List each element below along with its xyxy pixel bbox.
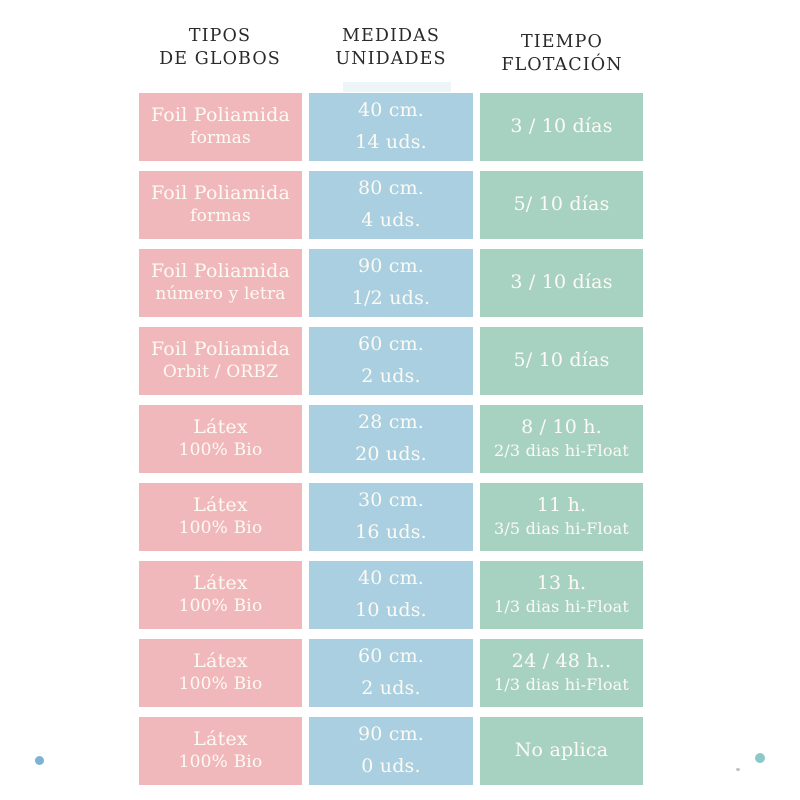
balloon-type-cell: Foil Poliamida formas (139, 93, 302, 161)
size-units-cell: 30 cm. 16 uds. (309, 483, 473, 551)
column-header-measures-line1: MEDIDAS (342, 26, 440, 46)
size-units-cell: 60 cm. 2 uds. (309, 639, 473, 707)
balloon-type-cell: Látex 100% Bio (139, 561, 302, 629)
balloon-type-sublabel: 100% Bio (178, 596, 263, 617)
float-time-label: 3 / 10 días (510, 271, 613, 294)
float-time-label: 11 h. (536, 494, 587, 517)
float-time-label: No aplica (514, 739, 609, 762)
size-units-cell: 90 cm. 0 uds. (309, 717, 473, 785)
balloon-type-label: Foil Poliamida (150, 182, 291, 205)
size-units-cell: 28 cm. 20 uds. (309, 405, 473, 473)
size-label: 28 cm. (357, 411, 425, 434)
balloon-type-sublabel: 100% Bio (178, 752, 263, 773)
balloon-type-cell: Foil Poliamida número y letra (139, 249, 302, 317)
float-time-cell: 13 h. 1/3 dias hi-Float (480, 561, 643, 629)
size-units-cell: 90 cm. 1/2 uds. (309, 249, 473, 317)
size-label: 30 cm. (357, 489, 425, 512)
units-label: 0 uds. (361, 755, 421, 777)
float-time-cell: 5/ 10 días (480, 327, 643, 395)
float-time-sublabel: 1/3 dias hi-Float (493, 675, 630, 695)
balloon-type-cell: Látex 100% Bio (139, 405, 302, 473)
column-header-measures: MEDIDAS UNIDADES (286, 25, 496, 71)
size-units-cell: 80 cm. 4 uds. (309, 171, 473, 239)
balloon-type-sublabel: formas (190, 128, 251, 149)
decor-dot-bottom-left (35, 756, 44, 765)
size-units-cell: 60 cm. 2 uds. (309, 327, 473, 395)
float-time-cell: 5/ 10 días (480, 171, 643, 239)
size-label: 60 cm. (357, 333, 425, 356)
float-time-label: 24 / 48 h.. (511, 650, 612, 673)
size-label: 40 cm. (357, 99, 425, 122)
balloon-type-sublabel: número y letra (155, 284, 286, 305)
balloon-type-label: Látex (193, 416, 248, 439)
size-units-cell: 40 cm. 10 uds. (309, 561, 473, 629)
balloon-type-label: Foil Poliamida (150, 338, 291, 361)
balloon-type-label: Látex (193, 572, 248, 595)
balloon-type-sublabel: 100% Bio (178, 674, 263, 695)
balloon-data-table: Foil Poliamida formas 40 cm. 14 uds. 3 /… (139, 93, 643, 785)
float-time-cell: 11 h. 3/5 dias hi-Float (480, 483, 643, 551)
float-time-sublabel: 2/3 dias hi-Float (493, 441, 630, 461)
balloon-type-label: Foil Poliamida (150, 104, 291, 127)
units-label: 4 uds. (361, 209, 421, 231)
column-header-types: TIPOS DE GLOBOS (115, 25, 325, 71)
units-label: 1/2 uds. (351, 287, 431, 309)
decor-dot-bottom-right (755, 753, 765, 763)
float-time-cell: No aplica (480, 717, 643, 785)
size-label: 40 cm. (357, 567, 425, 590)
column-header-float-time-line1: TIEMPO (520, 32, 603, 52)
size-label: 60 cm. (357, 645, 425, 668)
units-label: 20 uds. (355, 443, 427, 465)
balloon-type-sublabel: 100% Bio (178, 440, 263, 461)
float-time-label: 5/ 10 días (513, 349, 610, 372)
units-label: 14 uds. (355, 131, 427, 153)
size-label: 90 cm. (357, 723, 425, 746)
units-label: 2 uds. (361, 365, 421, 387)
balloon-type-sublabel: Orbit / ORBZ (162, 362, 279, 383)
balloon-type-label: Látex (193, 728, 248, 751)
balloon-type-sublabel: formas (190, 206, 251, 227)
units-label: 16 uds. (355, 521, 427, 543)
balloon-type-label: Foil Poliamida (150, 260, 291, 283)
column-header-types-line1: TIPOS (188, 26, 252, 46)
header-underline-strip (343, 82, 451, 92)
float-time-label: 5/ 10 días (513, 193, 610, 216)
column-header-types-line2: DE GLOBOS (159, 49, 281, 70)
float-time-sublabel: 3/5 dias hi-Float (493, 519, 630, 539)
balloon-type-cell: Látex 100% Bio (139, 483, 302, 551)
balloon-type-label: Látex (193, 650, 248, 673)
float-time-cell: 24 / 48 h.. 1/3 dias hi-Float (480, 639, 643, 707)
float-time-label: 13 h. (536, 572, 587, 595)
float-time-cell: 8 / 10 h. 2/3 dias hi-Float (480, 405, 643, 473)
float-time-cell: 3 / 10 días (480, 93, 643, 161)
balloon-type-label: Látex (193, 494, 248, 517)
column-header-measures-line2: UNIDADES (335, 49, 447, 70)
column-header-float-time-line2: FLOTACIÓN (501, 55, 623, 76)
float-time-cell: 3 / 10 días (480, 249, 643, 317)
units-label: 2 uds. (361, 677, 421, 699)
float-time-label: 3 / 10 días (510, 115, 613, 138)
balloon-type-cell: Foil Poliamida formas (139, 171, 302, 239)
balloon-type-cell: Látex 100% Bio (139, 717, 302, 785)
units-label: 10 uds. (355, 599, 427, 621)
column-header-float-time: TIEMPO FLOTACIÓN (457, 31, 667, 77)
size-label: 80 cm. (357, 177, 425, 200)
balloon-type-cell: Látex 100% Bio (139, 639, 302, 707)
float-time-sublabel: 1/3 dias hi-Float (493, 597, 630, 617)
balloon-type-cell: Foil Poliamida Orbit / ORBZ (139, 327, 302, 395)
balloon-type-sublabel: 100% Bio (178, 518, 263, 539)
decor-speck (736, 768, 740, 771)
size-label: 90 cm. (357, 255, 425, 278)
size-units-cell: 40 cm. 14 uds. (309, 93, 473, 161)
float-time-label: 8 / 10 h. (521, 416, 602, 439)
